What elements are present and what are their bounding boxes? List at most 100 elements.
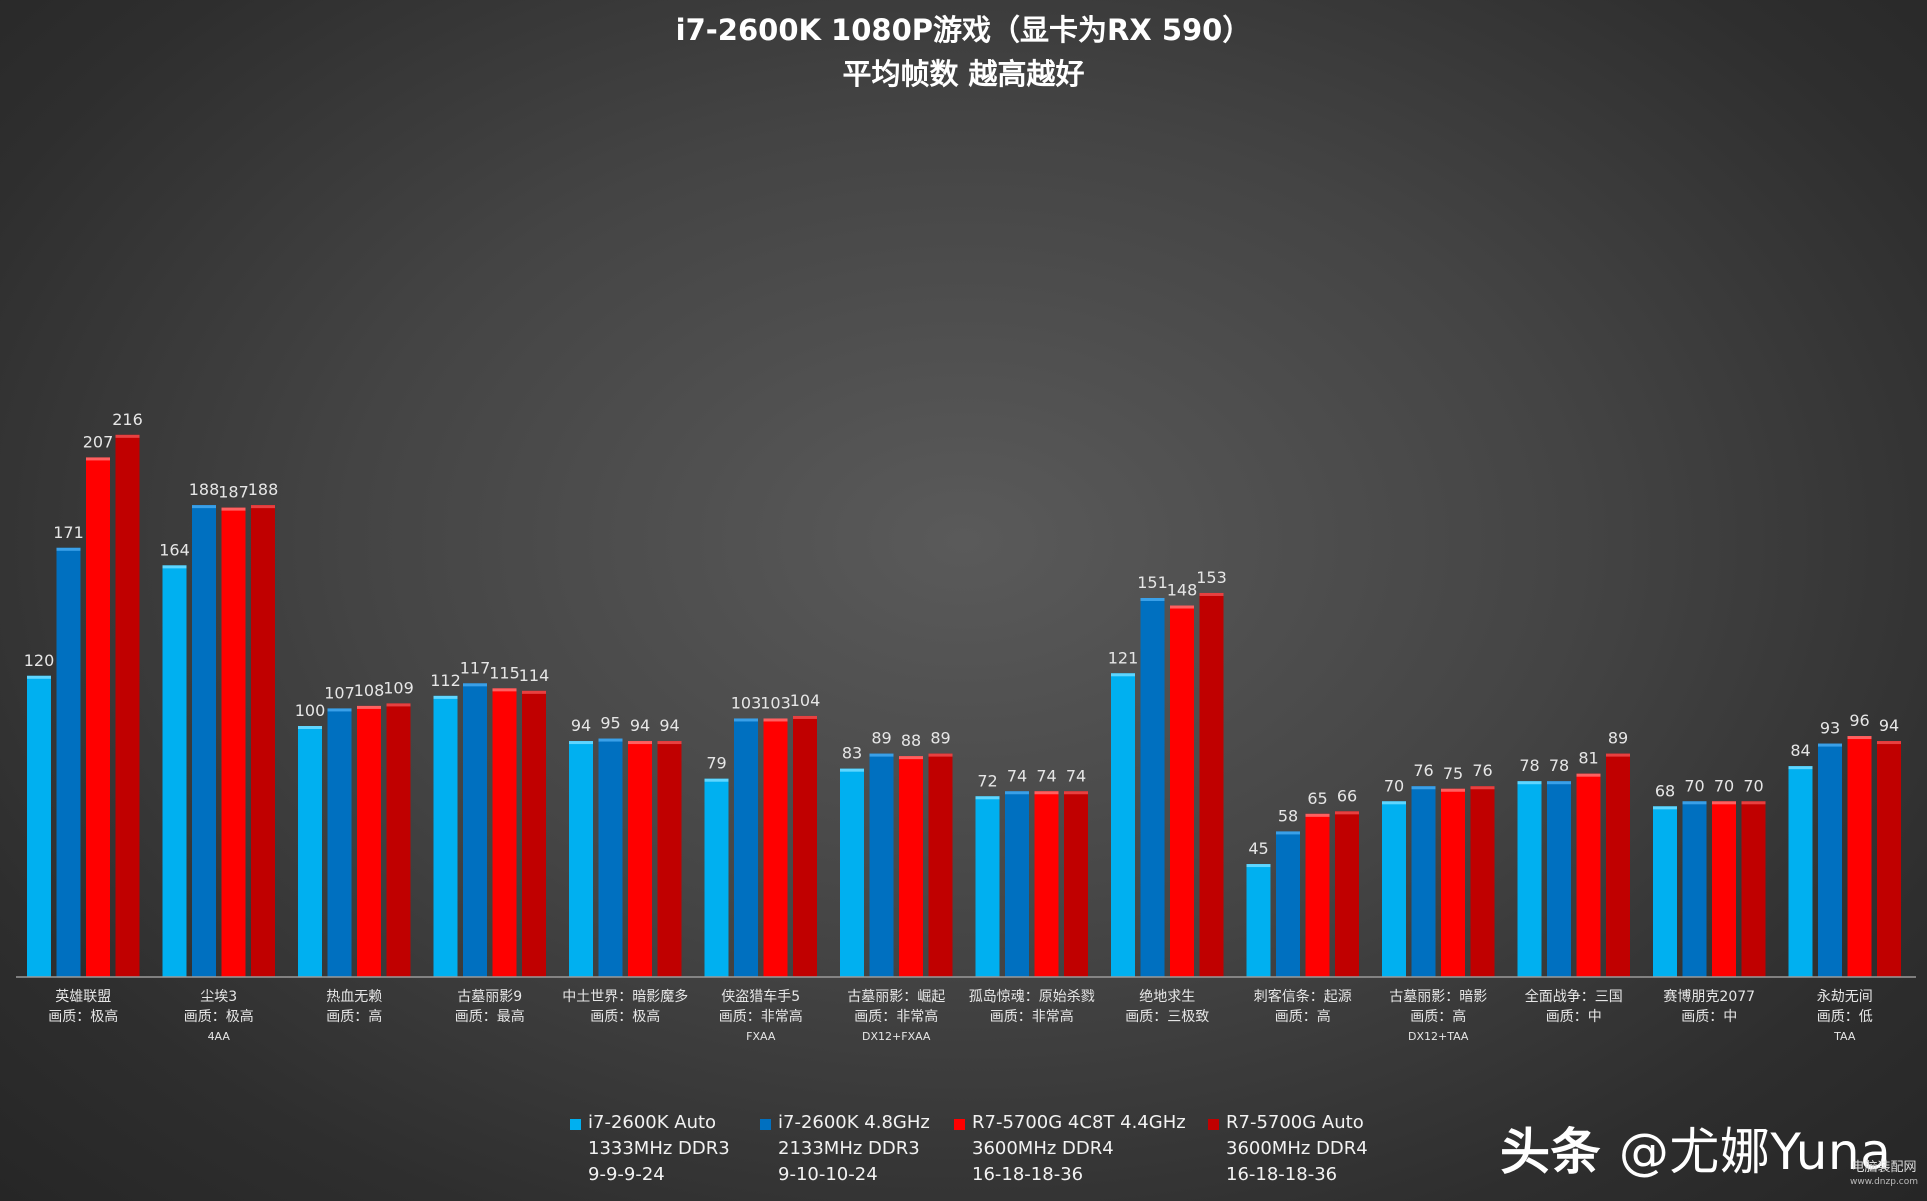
bar-top-highlight-series-1-cat-12 xyxy=(1517,781,1542,785)
author-watermark: 头条 @尤娜Yuna xyxy=(1500,1112,1891,1184)
bar-top-highlight-series-4-cat-13 xyxy=(1741,801,1766,805)
data-label-series-4-cat-7: 89 xyxy=(930,729,950,748)
x-tick-label-cat-2-line-1: 尘埃3 xyxy=(200,989,237,1005)
bar-top-highlight-series-3-cat-12 xyxy=(1576,773,1601,777)
data-label-series-3-cat-10: 65 xyxy=(1307,789,1327,808)
bar-series-1-cat-12 xyxy=(1517,781,1542,977)
bar-series-1-cat-9 xyxy=(1111,673,1135,977)
bar-top-highlight-series-2-cat-9 xyxy=(1140,597,1165,601)
bar-series-2-cat-9 xyxy=(1140,597,1165,977)
bar-series-4-cat-12 xyxy=(1606,753,1630,977)
chart-title: i7-2600K 1080P游戏（显卡为RX 590） 平均帧数 越高越好 xyxy=(0,8,1927,96)
bar-series-2-cat-11 xyxy=(1411,786,1436,977)
bar-series-4-cat-1 xyxy=(115,434,140,978)
bar-top-highlight-series-2-cat-7 xyxy=(869,753,894,757)
data-label-series-4-cat-6: 104 xyxy=(790,691,821,710)
bar-series-3-cat-2 xyxy=(221,507,246,977)
bar-series-3-cat-14 xyxy=(1847,736,1872,977)
x-tick-label-cat-9-line-2: 画质：三极致 xyxy=(1125,1009,1209,1025)
data-label-series-4-cat-13: 70 xyxy=(1743,776,1763,795)
bar-top-highlight-series-4-cat-7 xyxy=(928,753,953,757)
bar-top-highlight-series-2-cat-12 xyxy=(1547,781,1571,785)
legend-swatch-series-3 xyxy=(954,1119,965,1130)
bar-series-4-cat-3 xyxy=(386,703,411,977)
bar-series-2-cat-13 xyxy=(1682,801,1707,977)
data-label-series-1-cat-6: 79 xyxy=(706,754,726,773)
legend-label-series-1-line-2: 1333MHz DDR3 xyxy=(588,1138,730,1159)
data-label-series-3-cat-6: 103 xyxy=(760,693,791,712)
data-label-series-2-cat-4: 117 xyxy=(460,658,491,677)
bar-series-3-cat-5 xyxy=(628,741,652,977)
bar-series-4-cat-13 xyxy=(1741,801,1766,977)
bar-top-highlight-series-1-cat-7 xyxy=(840,768,864,772)
x-tick-label-cat-13-line-2: 画质：中 xyxy=(1681,1009,1737,1025)
bar-top-highlight-series-2-cat-4 xyxy=(463,683,487,687)
watermark-brand: 头条 xyxy=(1500,1123,1619,1181)
legend-label-series-1-line-1: i7-2600K Auto xyxy=(588,1112,717,1133)
bar-top-highlight-series-1-cat-1 xyxy=(27,675,51,679)
bar-series-4-cat-8 xyxy=(1064,791,1088,977)
bar-series-2-cat-14 xyxy=(1818,743,1842,977)
data-label-series-4-cat-10: 66 xyxy=(1337,786,1357,805)
bar-top-highlight-series-3-cat-13 xyxy=(1712,801,1736,805)
bar-top-highlight-series-1-cat-6 xyxy=(704,778,729,782)
x-tick-label-cat-9-line-1: 绝地求生 xyxy=(1139,989,1195,1005)
x-tick-label-cat-4-line-2: 画质：最高 xyxy=(455,1008,525,1025)
legend-label-series-2-line-3: 9-10-10-24 xyxy=(778,1164,878,1185)
bar-top-highlight-series-1-cat-8 xyxy=(975,796,1000,800)
bar-series-1-cat-2 xyxy=(162,565,187,977)
bar-top-highlight-series-3-cat-14 xyxy=(1847,736,1872,740)
data-label-series-4-cat-9: 153 xyxy=(1196,568,1227,587)
legend-label-series-1-line-3: 9-9-9-24 xyxy=(588,1164,665,1185)
data-label-series-2-cat-11: 76 xyxy=(1413,761,1433,780)
bar-series-3-cat-11 xyxy=(1441,788,1465,977)
data-label-series-4-cat-12: 89 xyxy=(1608,729,1628,748)
bar-series-1-cat-5 xyxy=(569,741,593,977)
data-label-series-1-cat-9: 121 xyxy=(1108,648,1139,667)
x-tick-label-cat-8-line-2: 画质：非常高 xyxy=(990,1008,1074,1025)
bar-series-4-cat-7 xyxy=(928,753,953,977)
legend-label-series-3-line-1: R7-5700G 4C8T 4.4GHz xyxy=(972,1112,1186,1133)
data-label-series-3-cat-14: 96 xyxy=(1849,711,1869,730)
legend-label-series-3-line-2: 3600MHz DDR4 xyxy=(972,1138,1114,1159)
bar-series-2-cat-12 xyxy=(1547,781,1571,977)
data-label-series-3-cat-3: 108 xyxy=(354,681,385,700)
bar-top-highlight-series-1-cat-11 xyxy=(1382,801,1406,805)
bar-top-highlight-series-1-cat-14 xyxy=(1788,766,1813,770)
bar-top-highlight-series-3-cat-1 xyxy=(86,457,110,461)
legend: i7-2600K Auto 1333MHz DDR3 9-9-9-24 i7-2… xyxy=(570,1110,1410,1190)
bar-top-highlight-series-1-cat-3 xyxy=(298,726,322,729)
x-tick-label-cat-14-line-1: 永劫无间 xyxy=(1817,989,1873,1005)
bar-series-4-cat-11 xyxy=(1470,786,1495,977)
bar-series-1-cat-8 xyxy=(975,796,1000,977)
data-label-series-4-cat-4: 114 xyxy=(519,666,550,685)
bar-series-3-cat-7 xyxy=(899,756,923,977)
bar-top-highlight-series-3-cat-9 xyxy=(1170,605,1194,609)
legend-label-series-2-line-1: i7-2600K 4.8GHz xyxy=(778,1112,930,1133)
x-tick-label-cat-11-line-2: 画质：高 xyxy=(1410,1008,1466,1025)
bar-top-highlight-series-4-cat-14 xyxy=(1877,741,1901,745)
data-label-series-2-cat-6: 103 xyxy=(731,693,762,712)
data-label-series-3-cat-5: 94 xyxy=(630,716,650,735)
bar-series-3-cat-1 xyxy=(86,457,110,977)
data-label-series-4-cat-14: 94 xyxy=(1879,716,1899,735)
bar-series-3-cat-4 xyxy=(492,688,517,977)
legend-label-series-4-line-1: R7-5700G Auto xyxy=(1226,1112,1364,1133)
bar-series-4-cat-9 xyxy=(1199,592,1224,977)
bar-top-highlight-series-4-cat-8 xyxy=(1064,791,1088,795)
bar-top-highlight-series-2-cat-14 xyxy=(1818,743,1842,747)
bar-series-1-cat-4 xyxy=(433,695,458,977)
bar-top-highlight-series-4-cat-4 xyxy=(522,690,546,694)
data-label-series-4-cat-2: 188 xyxy=(248,480,279,499)
x-tick-label-cat-5-line-1: 中土世界：暗影魔多 xyxy=(562,988,688,1005)
bar-series-4-cat-5 xyxy=(657,741,682,977)
x-tick-label-cat-2-line-3: 4AA xyxy=(208,1030,231,1043)
data-label-series-1-cat-12: 78 xyxy=(1519,756,1539,775)
bar-series-3-cat-9 xyxy=(1170,605,1194,977)
x-tick-label-cat-1-line-2: 画质：极高 xyxy=(48,1008,118,1025)
bar-top-highlight-series-2-cat-2 xyxy=(192,505,216,509)
x-tick-label-cat-4-line-1: 古墓丽影9 xyxy=(457,989,522,1005)
data-label-series-4-cat-1: 216 xyxy=(112,410,143,429)
